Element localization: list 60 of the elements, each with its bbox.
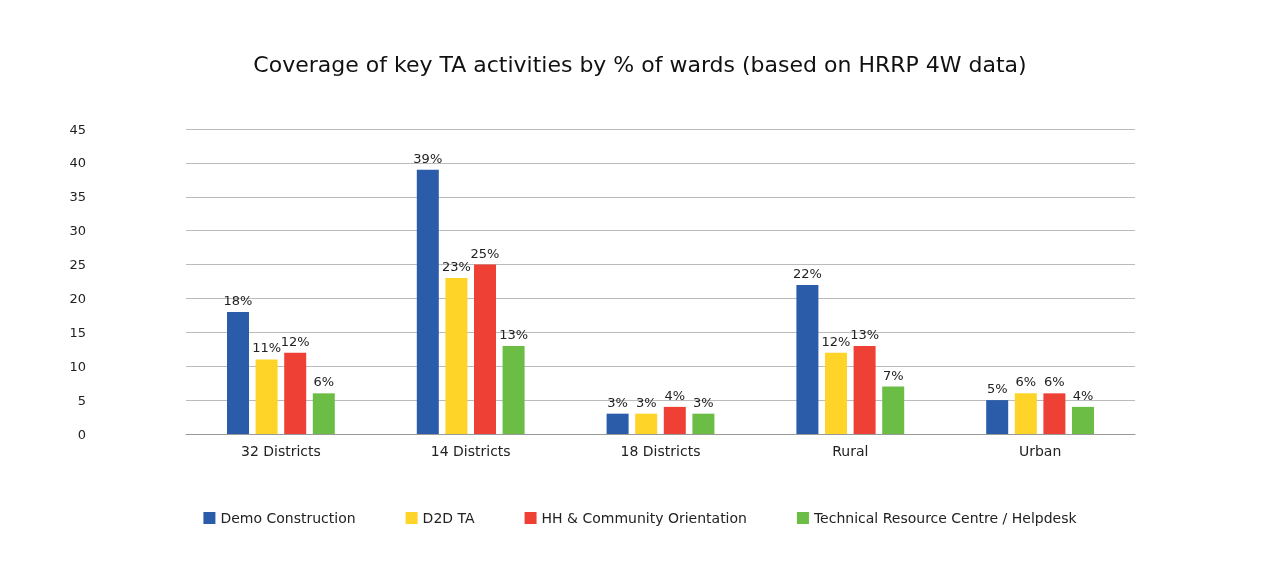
data-label: 13%: [499, 326, 529, 342]
data-label: 13%: [850, 326, 880, 342]
legend-label: Technical Resource Centre / Helpdesk: [812, 510, 1078, 526]
data-label: 4%: [664, 387, 686, 403]
bar: [445, 278, 468, 434]
data-label: 12%: [280, 333, 310, 349]
y-tick-label: 5: [77, 392, 86, 408]
bar: [606, 413, 629, 434]
bar: [986, 400, 1009, 434]
data-label: 25%: [470, 245, 500, 261]
bar: [882, 386, 905, 434]
data-label: 11%: [252, 340, 282, 356]
bar: [635, 413, 658, 434]
data-label: 22%: [792, 265, 822, 281]
y-tick-label: 45: [69, 121, 86, 137]
bar: [502, 345, 525, 434]
legend-label: HH & Community Orientation: [541, 510, 747, 526]
x-tick-label: 32 Districts: [240, 443, 321, 459]
data-label: 23%: [441, 259, 471, 275]
bar: [663, 406, 686, 434]
y-tick-label: 30: [69, 223, 86, 239]
data-label: 6%: [1015, 374, 1037, 390]
x-tick-label: 18 Districts: [620, 443, 701, 459]
bar: [692, 413, 715, 434]
bar: [1014, 393, 1037, 434]
y-tick-label: 25: [69, 257, 86, 273]
data-label: 18%: [223, 293, 253, 308]
y-tick-label: 35: [69, 189, 86, 205]
data-label: 3%: [635, 394, 657, 410]
bar: [227, 312, 249, 434]
bar: [474, 264, 496, 434]
bar: [1043, 393, 1066, 434]
x-tick-label: Urban: [1018, 443, 1062, 459]
x-tick-label: Rural: [832, 443, 869, 459]
data-label: 4%: [1072, 387, 1094, 403]
bar: [255, 359, 278, 434]
bar: [796, 284, 819, 434]
y-tick-label: 15: [69, 324, 86, 340]
data-label: 5%: [986, 381, 1008, 397]
bar: [284, 352, 307, 434]
chart-title: Coverage of key TA activities by % of wards (based on HRRP 4W data): [253, 51, 1027, 77]
data-label: 12%: [821, 333, 851, 349]
y-tick-label: 10: [69, 358, 86, 374]
data-label: 3%: [693, 394, 714, 410]
bar: [1072, 406, 1094, 434]
bar: [825, 352, 847, 434]
data-label: 7%: [882, 367, 904, 383]
bar: [416, 169, 439, 434]
y-tick-label: 40: [69, 155, 86, 171]
data-label: 6%: [1044, 374, 1065, 390]
y-tick-label: 0: [77, 426, 86, 442]
legend-label: D2D TA: [422, 510, 475, 526]
x-tick-label: 14 Districts: [430, 443, 511, 459]
data-label: 3%: [607, 394, 628, 410]
bar: [312, 393, 335, 434]
data-label: 6%: [313, 374, 335, 390]
y-tick-label: 20: [69, 290, 86, 306]
data-label: 39%: [413, 150, 443, 166]
legend-label: Demo Construction: [220, 510, 356, 526]
bar: [853, 345, 876, 434]
